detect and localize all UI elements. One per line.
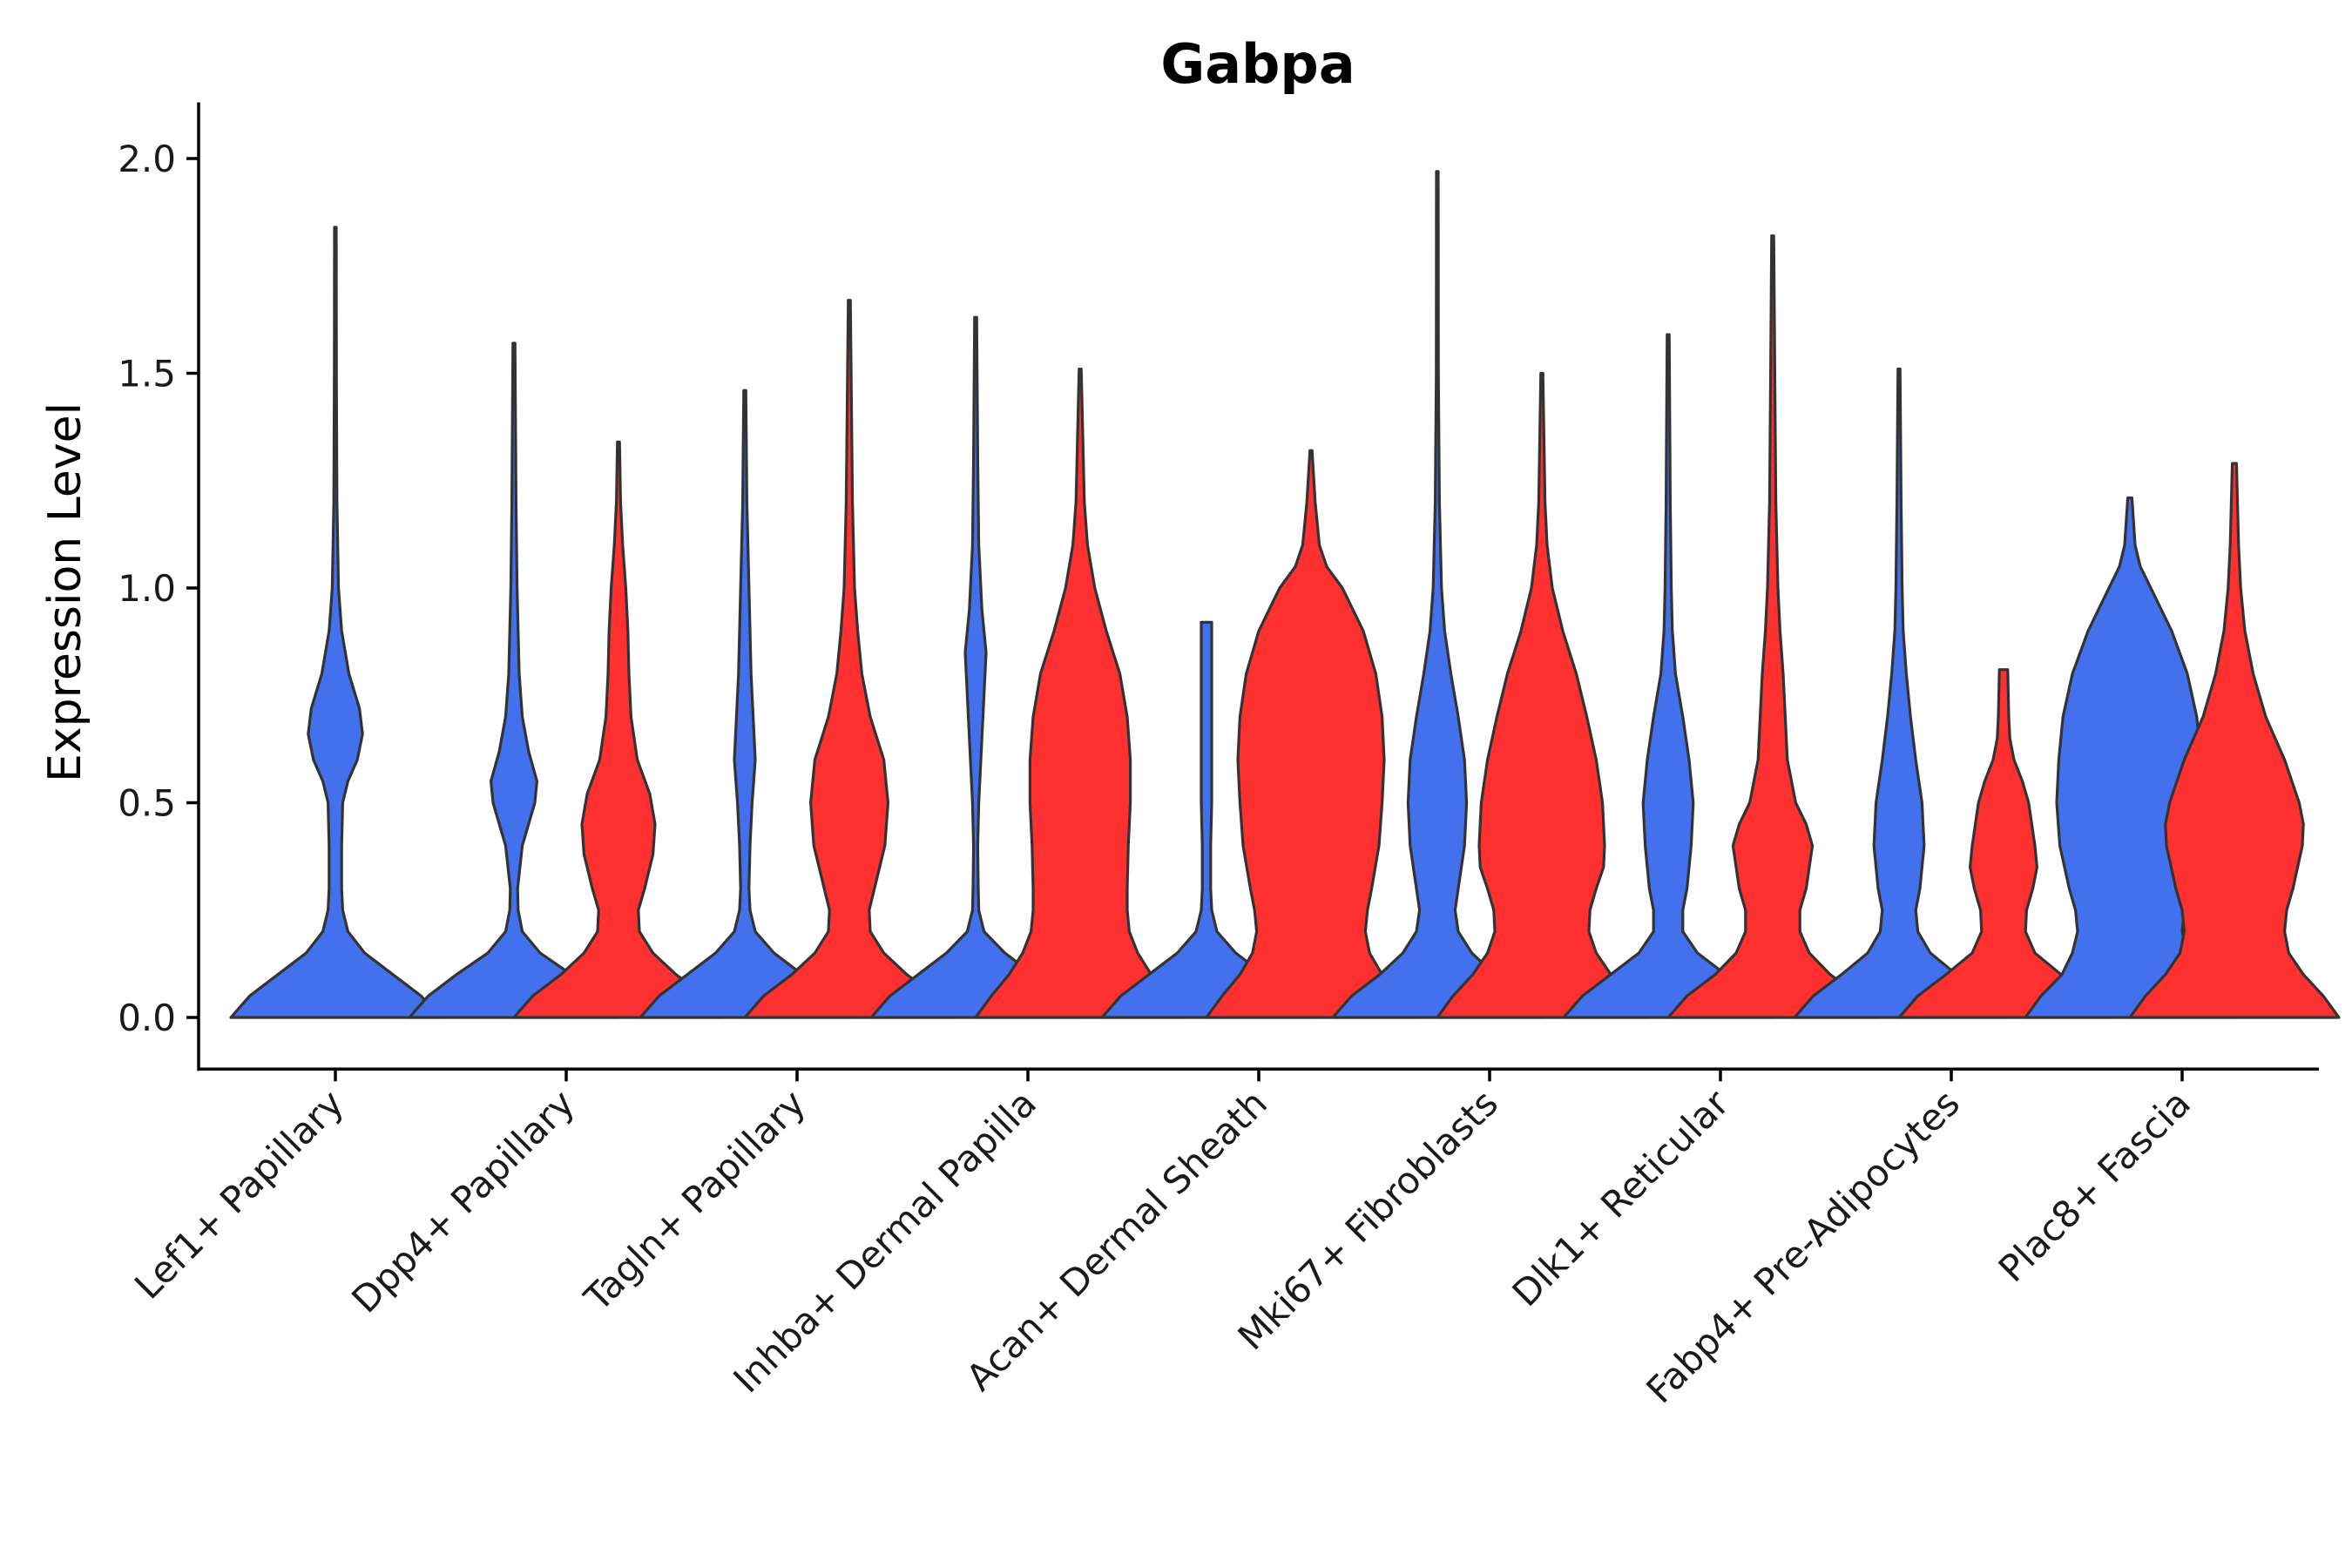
violin-group1-1 xyxy=(229,226,442,1019)
violin-group2-2 xyxy=(512,440,725,1019)
violin-group2-4 xyxy=(974,368,1186,1019)
x-tick-label: Mki67+ Fibroblasts xyxy=(1230,1082,1506,1358)
violin-group1-8 xyxy=(1793,368,2005,1019)
violin-group1-2 xyxy=(408,341,620,1019)
violin-group2-8 xyxy=(1897,668,2110,1019)
y-tick-label: 1.5 xyxy=(118,353,176,395)
y-tick-label: 2.0 xyxy=(118,138,176,180)
y-tick-label: 0.0 xyxy=(118,997,176,1039)
x-tick-label: Dpp4+ Papillary xyxy=(343,1082,583,1321)
violin-group1-7 xyxy=(1562,333,1774,1019)
x-tick-label: Plac8+ Fascia xyxy=(1990,1082,2199,1290)
x-tick-label: Lef1+ Papillary xyxy=(126,1082,352,1308)
violin-group1-5 xyxy=(1100,620,1313,1019)
chart-title: Gabpa xyxy=(1160,32,1355,96)
x-tick-label: Tagln+ Papillary xyxy=(576,1082,814,1320)
violin-group2-9 xyxy=(2128,462,2341,1019)
violin-group1-3 xyxy=(639,389,851,1019)
violin-group1-6 xyxy=(1331,170,1544,1019)
y-axis-label: Expression Level xyxy=(39,402,91,782)
violin-group2-3 xyxy=(743,299,956,1019)
violin-group2-7 xyxy=(1666,234,1879,1019)
violin-group2-5 xyxy=(1205,449,1417,1019)
violin-layer xyxy=(229,170,2341,1019)
y-tick-label: 1.0 xyxy=(118,567,176,610)
y-tick-label: 0.5 xyxy=(118,782,176,825)
violin-group2-6 xyxy=(1436,371,1648,1019)
violin-group1-4 xyxy=(869,315,1082,1019)
x-tick-label: Dlk1+ Reticular xyxy=(1504,1081,1738,1315)
